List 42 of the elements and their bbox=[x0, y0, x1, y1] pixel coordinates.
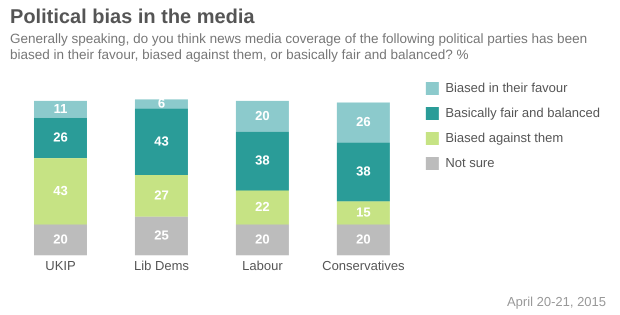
x-tick-label: Conservatives bbox=[322, 258, 406, 273]
data-label: 25 bbox=[154, 228, 169, 243]
data-label: 20 bbox=[356, 232, 371, 247]
bar bbox=[34, 224, 87, 256]
legend-label: Biased in their favour bbox=[445, 80, 568, 96]
data-label: 6 bbox=[158, 96, 166, 111]
bar bbox=[336, 102, 390, 143]
bar bbox=[34, 158, 87, 224]
chart-subtitle: Generally speaking, do you think news media coverage of the following political parties has been biased in their favour, biased against them, or basically fair and balanced? % bbox=[9, 30, 588, 63]
data-label: 15 bbox=[356, 204, 371, 220]
bar bbox=[236, 190, 289, 224]
data-label: 11 bbox=[54, 100, 68, 116]
legend-label: Not sure bbox=[445, 155, 494, 170]
bar bbox=[236, 100, 289, 132]
data-label: 20 bbox=[53, 232, 68, 247]
data-label: 38 bbox=[255, 152, 270, 168]
data-label: 43 bbox=[154, 133, 169, 148]
chart-title: Political bias in the media bbox=[9, 5, 256, 29]
bar bbox=[236, 132, 289, 191]
bar bbox=[336, 201, 390, 224]
bar bbox=[34, 118, 87, 158]
legend-label: Basically fair and balanced bbox=[445, 105, 600, 120]
bar bbox=[236, 224, 289, 256]
legend-label: Biased against them bbox=[445, 130, 564, 146]
data-label: 20 bbox=[255, 232, 270, 247]
bar bbox=[34, 100, 87, 118]
bar bbox=[134, 216, 188, 256]
x-tick-label: Lib Dems bbox=[134, 258, 190, 273]
x-tick-label: Labour bbox=[242, 258, 284, 273]
data-label: 22 bbox=[255, 199, 270, 214]
bar bbox=[134, 108, 188, 176]
data-label: 20 bbox=[255, 108, 270, 123]
data-label: 27 bbox=[154, 187, 169, 202]
data-label: 38 bbox=[356, 164, 371, 179]
bar bbox=[336, 142, 390, 202]
text: April 20-21, 2015 bbox=[506, 294, 606, 309]
bar bbox=[336, 224, 390, 256]
x-tick-label: UKIP bbox=[45, 258, 76, 273]
data-label: 43 bbox=[53, 182, 68, 198]
data-label: 26 bbox=[53, 130, 68, 145]
data-label: 26 bbox=[356, 114, 371, 130]
bar bbox=[134, 175, 188, 217]
